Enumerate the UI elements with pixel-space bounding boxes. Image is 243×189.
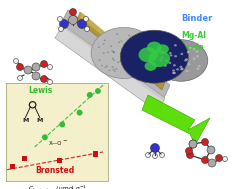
- Circle shape: [84, 16, 88, 22]
- Polygon shape: [55, 25, 165, 112]
- Circle shape: [58, 16, 62, 22]
- Circle shape: [41, 75, 47, 83]
- Circle shape: [60, 19, 69, 29]
- Circle shape: [153, 153, 157, 159]
- Polygon shape: [77, 12, 165, 90]
- Point: [78, 111, 81, 114]
- Circle shape: [32, 72, 40, 80]
- Circle shape: [78, 19, 87, 29]
- Point: [60, 123, 64, 126]
- Point: [57, 159, 61, 162]
- Point: [94, 152, 98, 155]
- Circle shape: [14, 59, 18, 64]
- Circle shape: [85, 26, 89, 32]
- Circle shape: [201, 156, 208, 163]
- Text: Mg-Al
oxide: Mg-Al oxide: [181, 31, 206, 52]
- Circle shape: [189, 140, 197, 148]
- Polygon shape: [60, 10, 170, 100]
- Text: Lewis: Lewis: [28, 86, 53, 94]
- Circle shape: [17, 75, 23, 81]
- Circle shape: [41, 60, 47, 67]
- Circle shape: [189, 140, 197, 148]
- Circle shape: [186, 152, 193, 159]
- Circle shape: [47, 80, 52, 84]
- Text: Brønsted: Brønsted: [35, 166, 75, 175]
- Text: Binder: Binder: [181, 14, 212, 23]
- Circle shape: [47, 64, 52, 70]
- Circle shape: [59, 26, 63, 32]
- Point: [96, 90, 100, 93]
- Circle shape: [32, 63, 40, 71]
- Point: [88, 93, 92, 96]
- Circle shape: [69, 9, 77, 15]
- Circle shape: [207, 146, 215, 154]
- Circle shape: [17, 64, 24, 70]
- Circle shape: [201, 139, 208, 146]
- Polygon shape: [142, 95, 210, 145]
- Circle shape: [223, 156, 227, 161]
- X-axis label: $C_\mathrm{basic\,sites}$ / µmol g$^{-1}$: $C_\mathrm{basic\,sites}$ / µmol g$^{-1}…: [28, 184, 87, 189]
- Polygon shape: [80, 12, 160, 83]
- Circle shape: [185, 147, 192, 154]
- Circle shape: [69, 15, 78, 25]
- Point: [10, 165, 14, 168]
- Point: [43, 136, 47, 139]
- Circle shape: [146, 153, 150, 157]
- Point: [23, 157, 26, 160]
- Circle shape: [150, 143, 159, 153]
- Circle shape: [208, 159, 216, 167]
- Text: M: M: [37, 118, 43, 123]
- Circle shape: [24, 66, 32, 74]
- Y-axis label: $Y_\mathrm{glycerol\,carbonate}$ / %: $Y_\mathrm{glycerol\,carbonate}$ / %: [0, 105, 4, 160]
- Circle shape: [216, 154, 223, 161]
- Text: M: M: [22, 118, 29, 123]
- Text: X—O: X—O: [49, 141, 62, 146]
- Circle shape: [159, 153, 165, 157]
- Text: −: −: [62, 139, 67, 144]
